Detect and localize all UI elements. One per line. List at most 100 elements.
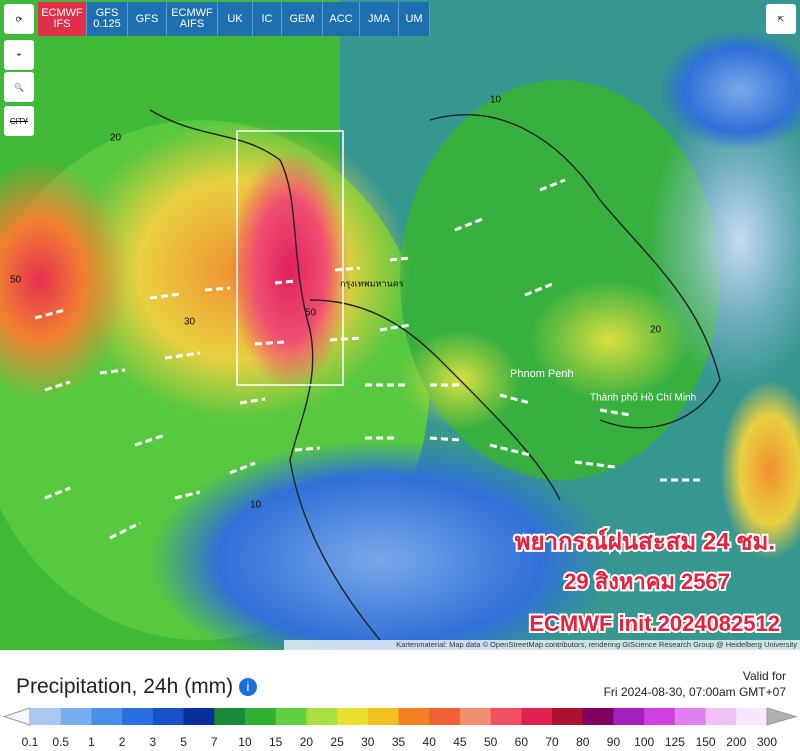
rain-trace — [650, 90, 800, 390]
legend-swatch — [398, 708, 430, 725]
model-button[interactable]: ACC — [323, 2, 360, 36]
legend-swatch — [367, 708, 399, 725]
legend-swatch — [91, 708, 123, 725]
contour-labels: 20 30 50 50 10 10 20 — [10, 95, 662, 511]
legend-label: 10 — [238, 735, 252, 749]
contour-label: 30 — [184, 317, 196, 328]
contour-label: 10 — [250, 500, 262, 511]
legend-swatch — [674, 708, 707, 725]
legend-label: 70 — [545, 735, 559, 749]
wind-arrows — [34, 178, 700, 540]
model-button[interactable]: JMA — [360, 2, 399, 36]
rain-light — [150, 440, 610, 650]
model-button[interactable]: UK — [218, 2, 253, 36]
place-label: Phnom Penh — [510, 368, 574, 380]
legend: 0.1 0.5 1 2 3 5 7 10 15 20 25 30 35 40 45 50 60 70 80 90 100… — [2, 707, 798, 749]
info-icon[interactable]: i — [238, 678, 257, 696]
attribution-bg — [284, 640, 800, 650]
model-button[interactable]: ECMWF IFS — [38, 2, 87, 36]
rain-heavy — [230, 150, 350, 390]
legend-swatch — [152, 708, 185, 725]
model-button[interactable]: GFS 0.125 — [87, 2, 128, 36]
legend-label: 20 — [300, 735, 314, 749]
valid-time: Fri 2024-08-30, 07:00am GMT+07 — [603, 685, 786, 699]
legend-label: 40 — [423, 735, 437, 749]
contour-label: 10 — [490, 95, 502, 106]
rain-moderate — [530, 280, 690, 400]
legend-label: 7 — [211, 735, 218, 749]
legend-swatch — [306, 708, 338, 725]
place-label: กรุงเทพมหานคร — [340, 278, 404, 289]
legend-label: 30 — [361, 735, 375, 749]
model-button[interactable]: IC — [253, 2, 282, 36]
focus-box — [236, 130, 344, 386]
legend-swatch — [521, 708, 553, 725]
legend-label: 2 — [119, 735, 126, 749]
place-label: Thành phố Hồ Chí Minh — [590, 392, 696, 404]
legend-label: 5 — [180, 735, 187, 749]
legend-label: 50 — [484, 735, 498, 749]
model-button[interactable]: GFS — [128, 2, 167, 36]
attribution: Kartenmaterial: Map data © OpenStreetMap… — [396, 640, 797, 649]
legend-label: 25 — [330, 735, 344, 749]
legend-swatch — [122, 708, 154, 725]
legend-swatch — [30, 708, 62, 725]
legend-label: 150 — [696, 735, 716, 749]
legend-swatch — [275, 708, 307, 725]
rain-heavy — [720, 380, 800, 560]
contour-label: 50 — [305, 308, 317, 319]
location-button[interactable]: ⌖ — [4, 40, 34, 70]
model-button[interactable]: GEM — [282, 2, 323, 36]
zoom-button[interactable]: 🔍 — [4, 72, 34, 102]
legend-swatch — [736, 708, 768, 725]
legend-swatch — [552, 708, 584, 725]
refresh-button[interactable]: ⟳ — [4, 4, 34, 34]
rain-heavy — [0, 160, 130, 400]
legend-label: 15 — [269, 735, 283, 749]
legend-label: 200 — [726, 735, 746, 749]
overlay-text: 29 สิงหาคม 2567 — [564, 569, 730, 594]
legend-swatch — [183, 708, 215, 725]
legend-swatch — [459, 708, 492, 725]
legend-label: 125 — [665, 735, 685, 749]
legend-label: 80 — [576, 735, 590, 749]
border — [149, 109, 721, 641]
legend-swatch — [429, 708, 461, 725]
legend-swatch — [60, 708, 92, 725]
legend-swatch — [613, 708, 645, 725]
valid-label: Valid for — [742, 669, 786, 683]
model-button[interactable]: UM — [399, 2, 430, 36]
legend-label: 1 — [88, 735, 95, 749]
legend-swatch — [705, 708, 737, 725]
legend-swatch — [644, 708, 676, 725]
city-button[interactable]: CITY — [4, 106, 34, 136]
legend-end — [2, 707, 31, 726]
contour-label: 50 — [10, 275, 22, 286]
model-button[interactable]: ECMWF AIFS — [167, 2, 218, 36]
legend-swatch — [490, 708, 522, 725]
legend-label: 300 — [757, 735, 777, 749]
legend-label: 3 — [149, 735, 156, 749]
map: 20 30 50 50 10 10 20 กรุงเทพมหานคร Phnom… — [0, 0, 800, 650]
legend-swatch — [582, 708, 614, 725]
legend-swatch — [244, 708, 277, 725]
legend-swatch — [337, 708, 369, 725]
overlay-text: ECMWF init.2024082512 — [529, 611, 780, 636]
legend-label: 60 — [515, 735, 529, 749]
legend-label: 0.1 — [22, 735, 39, 749]
legend-label: 35 — [392, 735, 406, 749]
title-text: Precipitation, 24h (mm) — [16, 675, 234, 698]
rain-light — [660, 30, 800, 150]
legend-label: 100 — [634, 735, 654, 749]
panel-title: Precipitation, 24h (mm) i — [16, 675, 257, 699]
share-button[interactable]: ⇱ — [766, 4, 796, 34]
contour-label: 20 — [650, 325, 662, 336]
valid-box: Valid for Fri 2024-08-30, 07:00am GMT+07 — [604, 668, 786, 700]
legend-label: 0.5 — [52, 735, 69, 749]
legend-label: 90 — [607, 735, 621, 749]
overlay-text: พยากรณ์ฝนสะสม 24 ชม. — [515, 527, 775, 555]
legend-label: 45 — [453, 735, 467, 749]
overlay: พยากรณ์ฝนสะสม 24 ชม. 29 สิงหาคม 2567 ECM… — [513, 525, 782, 637]
contour-label: 20 — [110, 133, 122, 144]
